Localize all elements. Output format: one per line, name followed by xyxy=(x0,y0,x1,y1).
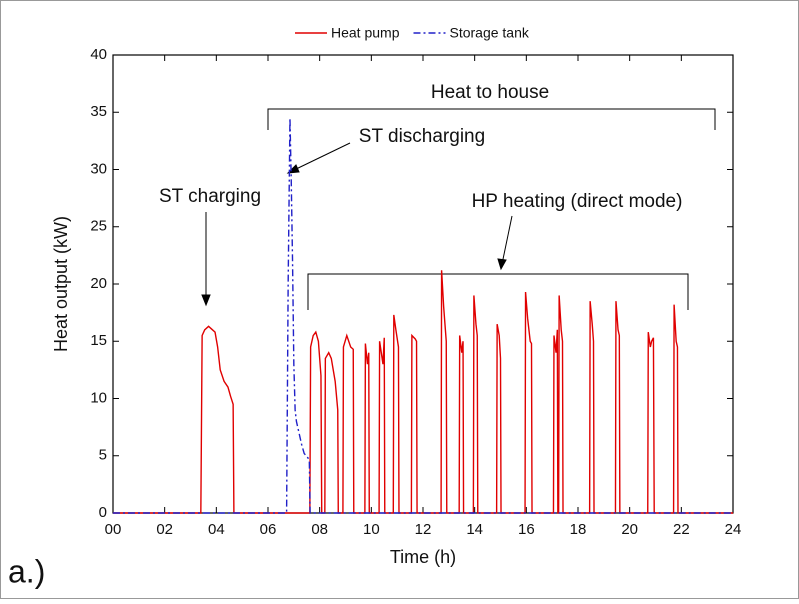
legend-label: Heat pump xyxy=(331,25,400,41)
y-tick-label: 30 xyxy=(90,160,107,177)
y-tick-label: 40 xyxy=(90,46,107,63)
annotation-shapes xyxy=(201,108,716,310)
bracket xyxy=(267,108,716,130)
x-tick-label: 10 xyxy=(363,521,380,538)
x-tick-label: 14 xyxy=(466,521,483,538)
x-tick-label: 18 xyxy=(570,521,587,538)
x-tick-label: 00 xyxy=(105,521,122,538)
y-tick-label: 20 xyxy=(90,275,107,292)
y-tick-label: 35 xyxy=(90,103,107,120)
arrowhead xyxy=(201,294,211,307)
y-tick-label: 25 xyxy=(90,218,107,235)
arrow xyxy=(501,215,513,265)
y-tick-label: 0 xyxy=(99,504,107,521)
annotation: HP heating (direct mode) xyxy=(472,191,683,212)
legend-label: Storage tank xyxy=(449,25,529,41)
annotation: ST discharging xyxy=(359,126,485,147)
y-axis-title: Heat output (kW) xyxy=(51,216,71,352)
x-tick-label: 20 xyxy=(621,521,638,538)
y-tick-label: 15 xyxy=(90,332,107,349)
bracket xyxy=(307,273,689,310)
x-tick-label: 06 xyxy=(260,521,277,538)
x-tick-label: 24 xyxy=(725,521,742,538)
panel-label: a.) xyxy=(8,553,45,589)
x-axis-title: Time (h) xyxy=(390,547,456,567)
arrowhead xyxy=(497,258,507,271)
x-tick-label: 04 xyxy=(208,521,225,538)
annotation: Heat to house xyxy=(431,82,549,103)
line-series xyxy=(113,117,733,514)
y-tick-label: 5 xyxy=(99,447,107,464)
line-series xyxy=(113,270,733,514)
arrow xyxy=(291,142,351,172)
annotation: ST charging xyxy=(159,186,261,207)
x-tick-label: 16 xyxy=(518,521,535,538)
x-tick-label: 22 xyxy=(673,521,690,538)
y-tick-label: 10 xyxy=(90,389,107,406)
x-tick-label: 08 xyxy=(311,521,328,538)
x-tick-label: 12 xyxy=(415,521,432,538)
x-tick-label: 02 xyxy=(156,521,173,538)
